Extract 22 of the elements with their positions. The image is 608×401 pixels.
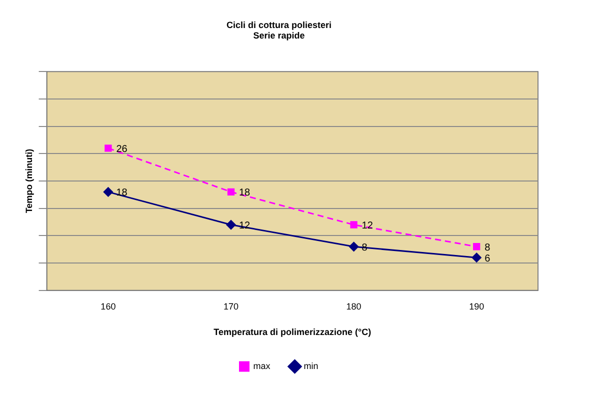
legend-label: min bbox=[304, 360, 318, 371]
point bbox=[103, 187, 113, 197]
point bbox=[349, 242, 359, 252]
data-label: 18 bbox=[239, 188, 251, 199]
x-tick-label: 170 bbox=[223, 301, 239, 312]
data-label: 26 bbox=[116, 144, 128, 155]
point bbox=[473, 243, 480, 250]
x-tick-label: 180 bbox=[346, 301, 362, 312]
point bbox=[472, 252, 482, 262]
point bbox=[350, 221, 358, 228]
point bbox=[104, 144, 112, 152]
chart-title: Cicli di cottura poliesteri bbox=[226, 20, 332, 30]
x-axis-title: Temperatura di polimerizzazione (°C) bbox=[214, 327, 372, 338]
point bbox=[226, 220, 236, 230]
y-axis-title: Tempo (minuti) bbox=[24, 148, 34, 214]
data-label: 8 bbox=[484, 242, 491, 254]
data-label: 6 bbox=[484, 253, 491, 264]
legend-label: max bbox=[253, 360, 271, 371]
x-tick-label: 190 bbox=[469, 301, 484, 312]
point bbox=[227, 188, 235, 196]
chart-subtitle: Serie rapide bbox=[253, 30, 305, 41]
x-tick-label: 160 bbox=[100, 301, 116, 312]
